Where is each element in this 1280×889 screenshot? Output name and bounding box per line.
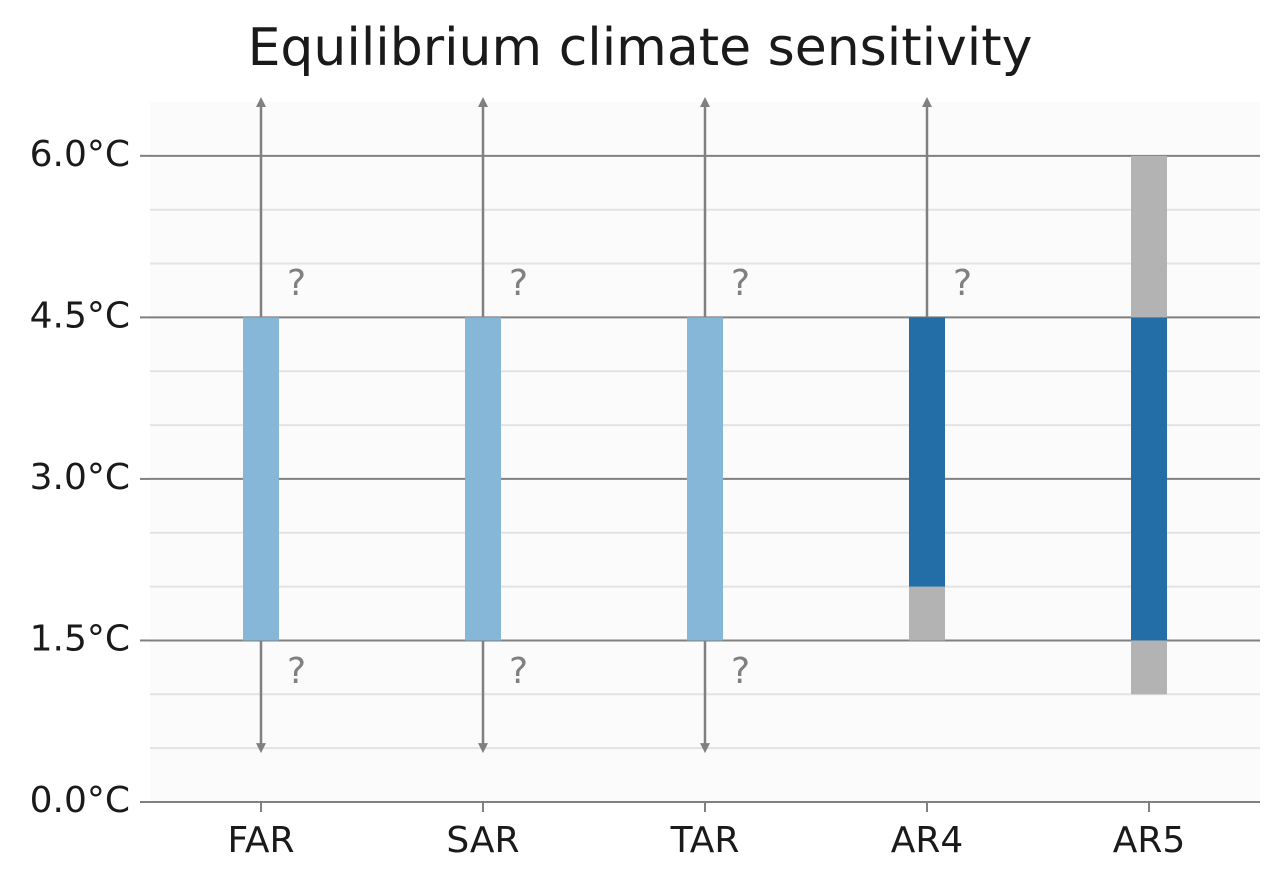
y-tick-label: 1.5°C <box>30 618 130 659</box>
x-tick-label: SAR <box>446 820 519 861</box>
x-tick-label: AR5 <box>1113 820 1186 861</box>
range-bar-chart: 0.0°C 1.5°C 3.0°C 4.5°C 6.0°C FAR SAR TAR AR4 AR5… <box>0 82 1280 882</box>
x-tick-label: FAR <box>227 820 294 861</box>
question-mark: ? <box>953 263 972 304</box>
question-mark: ? <box>509 651 528 692</box>
range-bar-segment <box>465 317 501 640</box>
range-bar-segment <box>909 317 945 586</box>
range-bar-segment <box>687 317 723 640</box>
question-mark: ? <box>287 651 306 692</box>
range-bar-segment <box>909 587 945 641</box>
x-tick-label: TAR <box>670 820 740 861</box>
range-bar-segment <box>1131 317 1167 640</box>
question-mark: ? <box>731 651 750 692</box>
y-tick-label: 4.5°C <box>30 295 130 336</box>
range-bar-segment <box>243 317 279 640</box>
chart-title: Equilibrium climate sensitivity <box>0 0 1280 82</box>
y-tick-label: 3.0°C <box>30 457 130 498</box>
range-bar-segment <box>1131 640 1167 694</box>
y-tick-label: 0.0°C <box>30 780 130 821</box>
y-tick-label: 6.0°C <box>30 134 130 175</box>
question-mark: ? <box>509 263 528 304</box>
x-tick-label: AR4 <box>891 820 964 861</box>
question-mark: ? <box>287 263 306 304</box>
question-mark: ? <box>731 263 750 304</box>
range-bar-segment <box>1131 156 1167 318</box>
